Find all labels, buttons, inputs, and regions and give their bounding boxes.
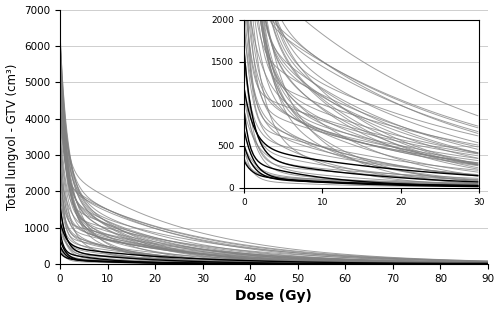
X-axis label: Dose (Gy): Dose (Gy)	[236, 290, 312, 303]
Y-axis label: Total lungvol - GTV (cm³): Total lungvol - GTV (cm³)	[6, 64, 18, 210]
